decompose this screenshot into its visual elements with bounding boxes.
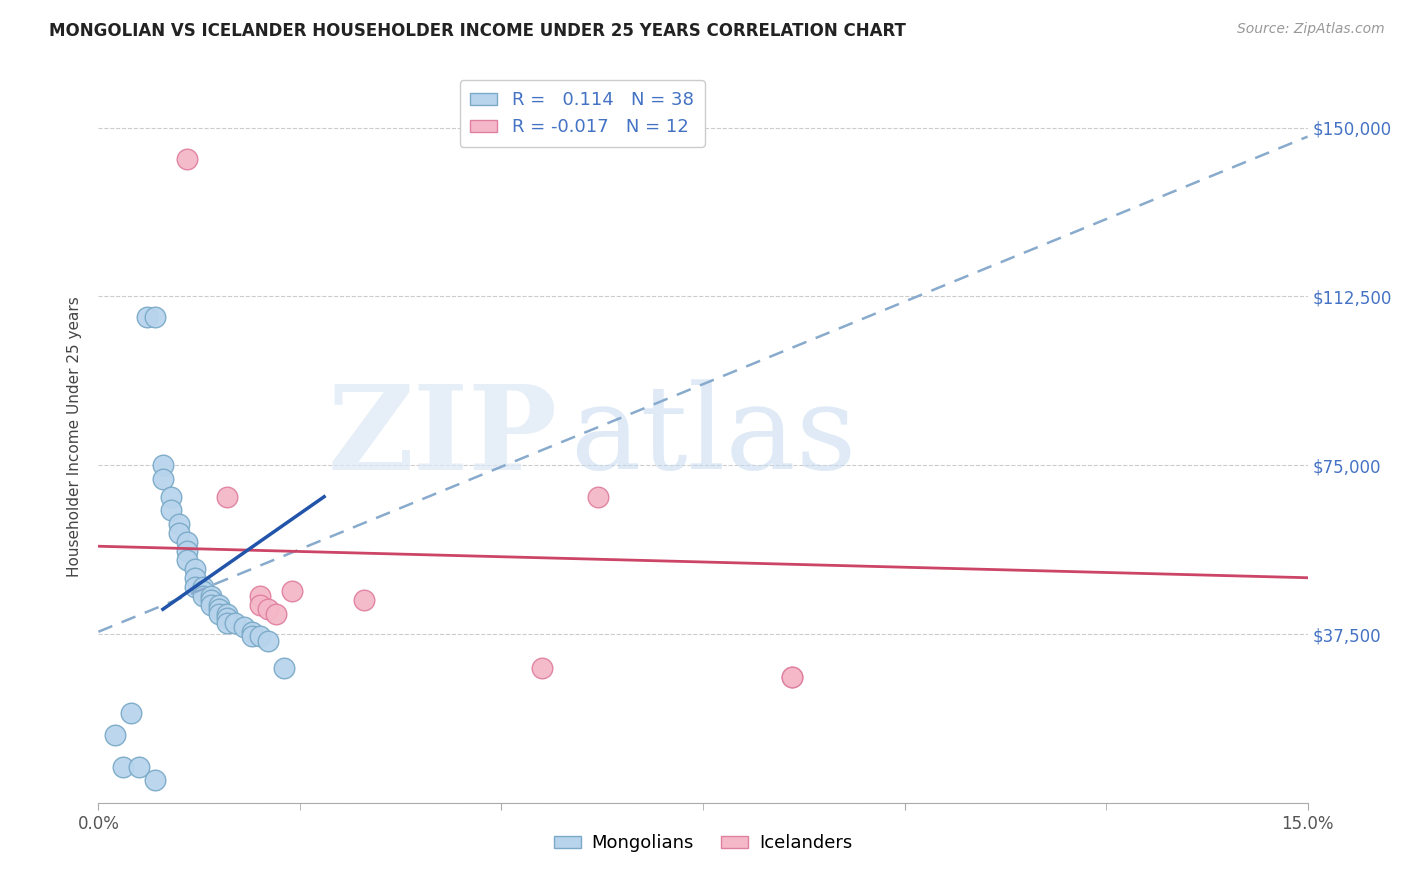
Point	[176, 152, 198, 166]
Text: MONGOLIAN VS ICELANDER HOUSEHOLDER INCOME UNDER 25 YEARS CORRELATION CHART: MONGOLIAN VS ICELANDER HOUSEHOLDER INCOM…	[49, 22, 905, 40]
Point	[176, 534, 198, 549]
Point	[224, 615, 246, 630]
Point	[273, 661, 295, 675]
Point	[780, 670, 803, 684]
Text: ZIP: ZIP	[328, 380, 558, 494]
Point	[217, 607, 239, 621]
Point	[193, 580, 215, 594]
Text: Source: ZipAtlas.com: Source: ZipAtlas.com	[1237, 22, 1385, 37]
Point	[240, 624, 263, 639]
Point	[143, 310, 166, 324]
Text: atlas: atlas	[569, 380, 856, 494]
Y-axis label: Householder Income Under 25 years: Householder Income Under 25 years	[67, 297, 83, 577]
Point	[128, 760, 150, 774]
Point	[120, 706, 142, 720]
Point	[167, 525, 190, 540]
Point	[193, 589, 215, 603]
Point	[111, 760, 134, 774]
Point	[353, 593, 375, 607]
Legend: Mongolians, Icelanders: Mongolians, Icelanders	[547, 827, 859, 860]
Point	[249, 589, 271, 603]
Point	[780, 670, 803, 684]
Point	[184, 562, 207, 576]
Point	[249, 598, 271, 612]
Point	[193, 584, 215, 599]
Point	[249, 629, 271, 643]
Point	[135, 310, 157, 324]
Point	[208, 607, 231, 621]
Point	[217, 490, 239, 504]
Point	[264, 607, 287, 621]
Point	[103, 728, 125, 742]
Point	[256, 602, 278, 616]
Point	[200, 598, 222, 612]
Point	[256, 633, 278, 648]
Point	[152, 472, 174, 486]
Point	[530, 661, 553, 675]
Point	[184, 580, 207, 594]
Point	[160, 503, 183, 517]
Point	[152, 458, 174, 473]
Point	[200, 589, 222, 603]
Point	[217, 615, 239, 630]
Point	[176, 543, 198, 558]
Point	[160, 490, 183, 504]
Point	[184, 571, 207, 585]
Point	[176, 553, 198, 567]
Point	[281, 584, 304, 599]
Point	[240, 629, 263, 643]
Point	[200, 593, 222, 607]
Point	[217, 611, 239, 625]
Point	[586, 490, 609, 504]
Point	[232, 620, 254, 634]
Point	[208, 602, 231, 616]
Point	[167, 516, 190, 531]
Point	[143, 773, 166, 788]
Point	[208, 598, 231, 612]
